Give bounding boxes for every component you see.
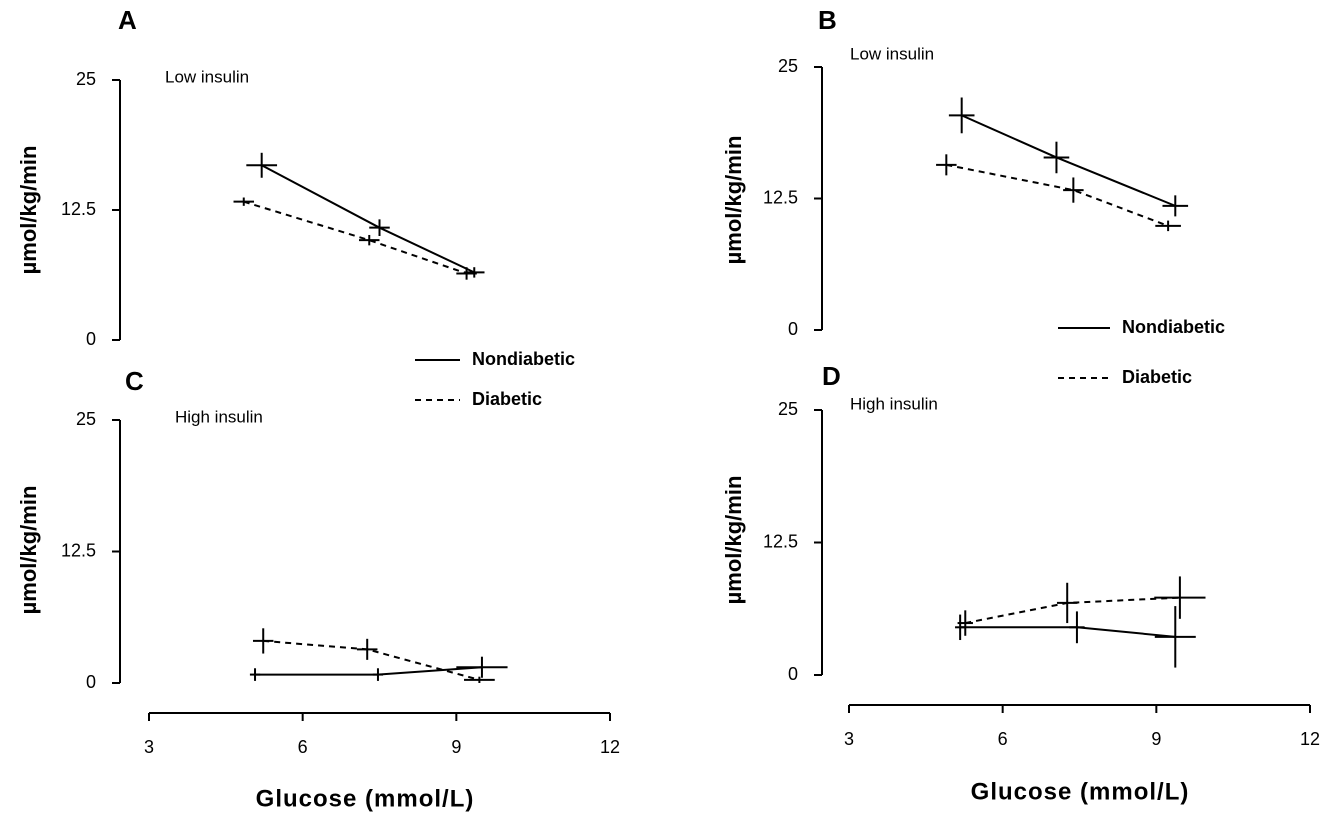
panel-letter: C [125, 366, 144, 396]
series-line [960, 626, 1176, 638]
series-line [243, 200, 467, 275]
y-tick-label: 0 [86, 672, 96, 692]
y-tick-label: 25 [76, 69, 96, 89]
series-line [961, 114, 1176, 207]
panel-letter: A [118, 5, 137, 35]
series-line [261, 164, 475, 274]
y-axis-label: µmol/kg/min [16, 146, 41, 275]
y-tick-label: 25 [778, 399, 798, 419]
x-tick-label: 6 [298, 737, 308, 757]
legend-label: Nondiabetic [472, 349, 575, 369]
panel-letter: D [822, 361, 841, 391]
legend-label: Diabetic [472, 389, 542, 409]
y-tick-label: 12.5 [763, 531, 798, 551]
legend-label: Diabetic [1122, 367, 1192, 387]
x-axis-label: Glucose (mmol/L) [971, 778, 1190, 805]
x-tick-label: 9 [451, 737, 461, 757]
y-axis-label: µmol/kg/min [721, 476, 746, 605]
y-tick-label: 12.5 [61, 540, 96, 560]
y-tick-label: 25 [778, 56, 798, 76]
x-tick-label: 12 [1300, 729, 1320, 749]
y-tick-label: 12.5 [763, 187, 798, 207]
legend-label: Nondiabetic [1122, 317, 1225, 337]
x-tick-label: 6 [998, 729, 1008, 749]
y-tick-label: 0 [788, 319, 798, 339]
x-axis-label: Glucose (mmol/L) [256, 785, 475, 812]
series-line [965, 596, 1180, 625]
y-tick-label: 12.5 [61, 199, 96, 219]
y-axis-label: µmol/kg/min [16, 486, 41, 615]
panel-subtitle: Low insulin [850, 44, 934, 63]
x-tick-label: 9 [1151, 729, 1161, 749]
y-axis-label: µmol/kg/min [721, 136, 746, 265]
panel-subtitle: Low insulin [165, 67, 249, 86]
panel-subtitle: High insulin [175, 407, 263, 426]
panel-subtitle: High insulin [850, 394, 938, 413]
panel-letter: B [818, 5, 837, 35]
x-tick-label: 3 [844, 729, 854, 749]
y-tick-label: 25 [76, 409, 96, 429]
x-tick-label: 3 [144, 737, 154, 757]
series-line [946, 163, 1169, 227]
y-tick-label: 0 [788, 664, 798, 684]
y-tick-label: 0 [86, 329, 96, 349]
x-tick-label: 12 [600, 737, 620, 757]
